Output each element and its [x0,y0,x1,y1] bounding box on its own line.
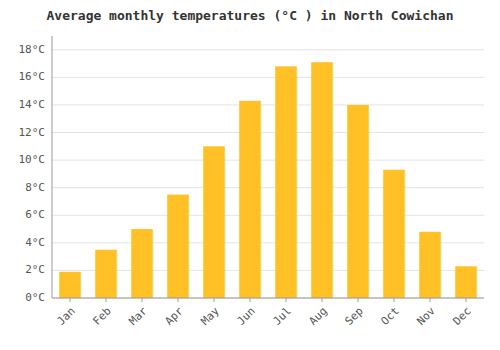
x-tick-label: Jul [271,305,294,328]
grid-line [52,77,484,78]
chart: 0°C 2°C 4°C 6°C 8°C 10°C 12°C 14°C 16°C 18°C Jan Fe… [0,0,500,350]
bar [239,101,261,298]
bar [59,272,81,298]
title: Average monthly temperatures (°C ) in No… [47,8,454,23]
bar [167,195,189,298]
x-tick [106,298,107,302]
x-tick-label: Jun [235,305,258,328]
bar [95,250,117,298]
y-tick-label: 18°C [19,43,46,56]
y-tick-label: 6°C [25,208,45,221]
bar [383,170,405,298]
y-tick-label: 16°C [19,70,46,83]
x-tick [214,298,215,302]
y-axis-line [52,36,53,298]
x-tick-label: Jan [55,305,78,328]
x-tick-label: May [199,304,223,328]
y-tick-labels: 0°C 2°C 4°C 6°C 8°C 10°C 12°C 14°C 16°C 18°C [19,43,46,304]
x-tick-label: Aug [307,305,330,328]
x-tick [466,298,467,302]
y-tick-label: 4°C [25,236,45,249]
x-tick-label: Oct [379,305,402,328]
bar [455,266,477,298]
x-tick-label: Sep [343,305,366,328]
y-tick-label: 14°C [19,98,46,111]
x-tick-label: Feb [91,305,114,328]
x-tick-label: Nov [415,304,439,328]
bars [59,62,477,298]
bar [203,146,225,298]
y-tick-label: 10°C [19,153,46,166]
x-tick [142,298,143,302]
bar [419,232,441,298]
y-tick-label: 2°C [25,263,45,276]
bar [347,105,369,298]
grid-line [52,132,484,133]
x-tick-label: Mar [127,304,151,328]
x-tick [70,298,71,302]
grid-line [52,49,484,50]
x-tick [286,298,287,302]
grid-line [52,187,484,188]
grid-line [52,298,484,299]
x-tick [250,298,251,302]
bar [131,229,153,298]
y-grid [52,50,484,298]
y-tick-label: 0°C [25,291,45,304]
x-tick [178,298,179,302]
x-tick-label: Dec [451,305,474,328]
bar [311,62,333,298]
x-tick [358,298,359,302]
x-axis-line [52,298,484,299]
x-tick-label: Apr [163,304,187,328]
grid-line [52,215,484,216]
grid-line [52,104,484,105]
x-tick [394,298,395,302]
y-tick-label: 12°C [19,126,46,139]
x-tick [322,298,323,302]
y-tick-label: 8°C [25,181,45,194]
x-tick-labels: Jan Feb Mar Apr May Jun Jul Aug Sep Oct Nov Dec [55,298,474,328]
grid-line [52,160,484,161]
bar [275,66,297,298]
x-tick [430,298,431,302]
